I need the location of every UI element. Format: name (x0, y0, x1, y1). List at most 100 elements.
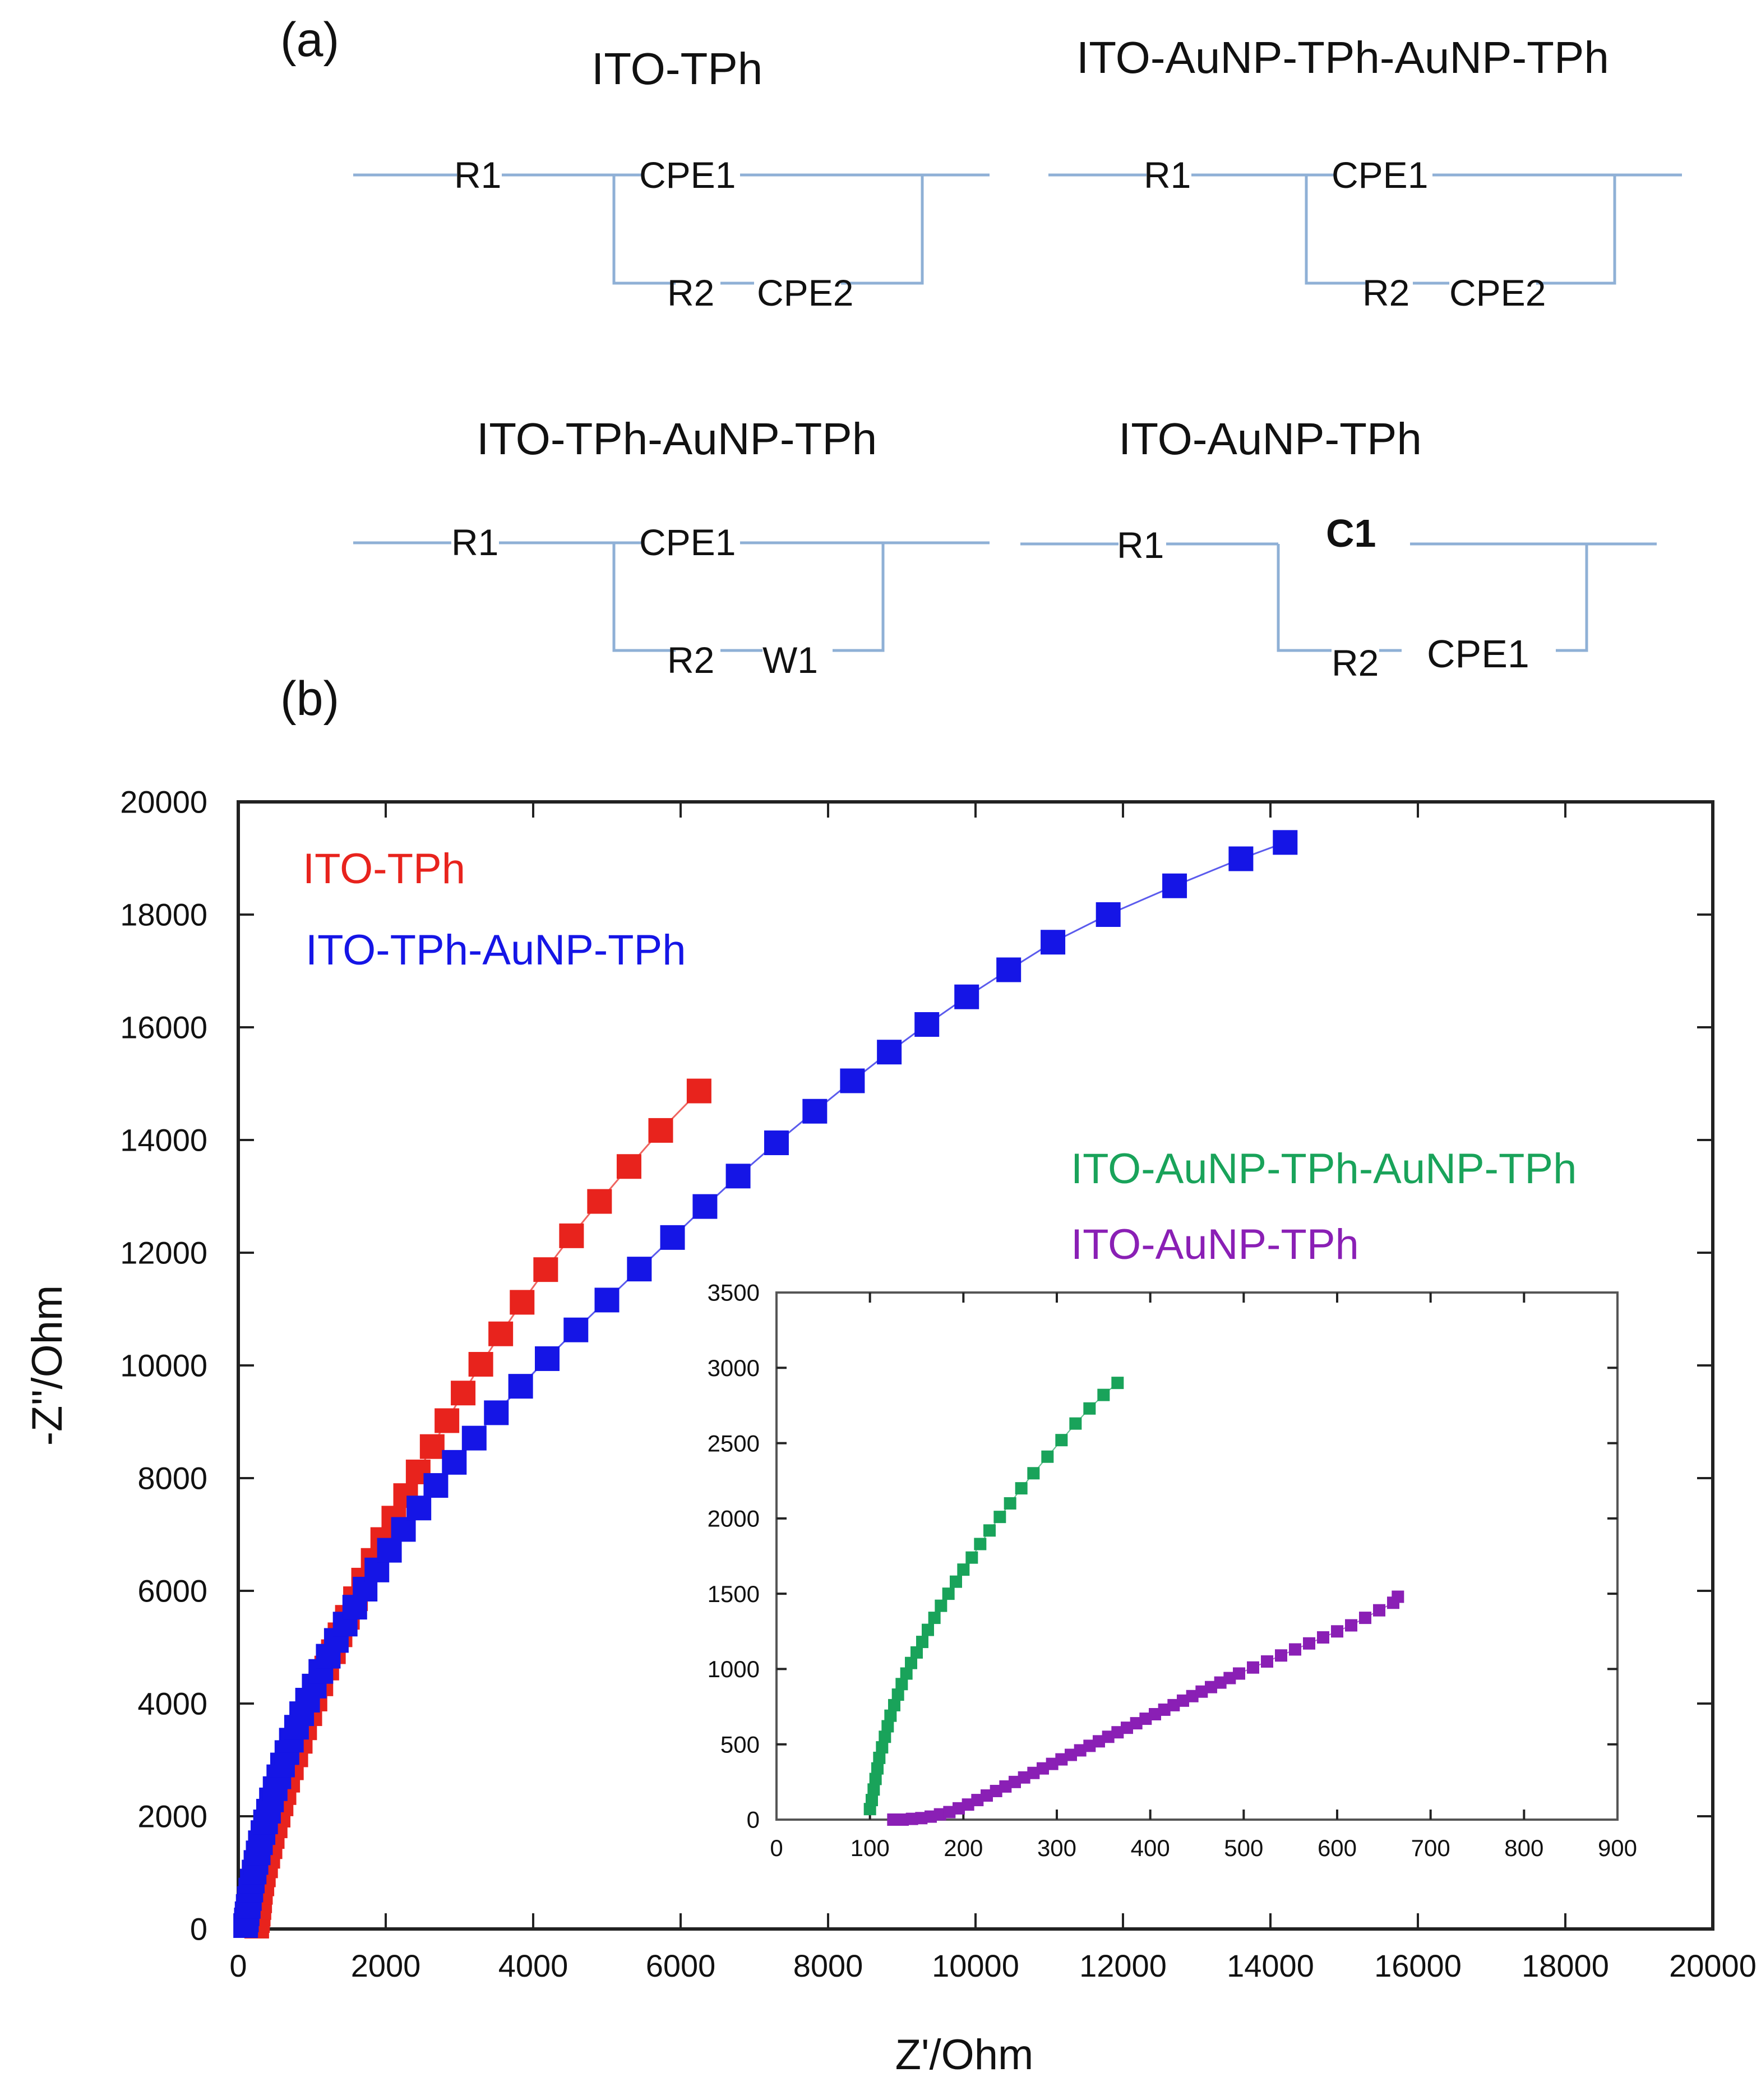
data-point (725, 1164, 751, 1189)
x-tick-label: 16000 (1374, 1948, 1462, 1983)
data-point (1167, 1699, 1180, 1711)
inset-plot-frame (775, 1291, 1619, 1821)
data-point (1041, 930, 1066, 955)
data-point (391, 1517, 416, 1542)
circuit-element-r2: R2 (1332, 642, 1379, 684)
legend-entry-ito-tph-aunp-tph: ITO-TPh-AuNP-TPh (306, 926, 686, 974)
data-point (1162, 873, 1187, 898)
main-chart: 0 2000 4000 6000 8000 10000 12000 14000 16000 180… (24, 784, 1757, 2079)
data-point (802, 1099, 828, 1124)
data-point (488, 1321, 514, 1346)
circuit-element-c1: C1 (1326, 511, 1376, 555)
data-point (1223, 1672, 1236, 1684)
data-point (1069, 1417, 1082, 1430)
data-point (419, 1434, 445, 1459)
circuit-wires (1048, 173, 1682, 285)
data-point (1149, 1708, 1161, 1720)
data-point (435, 1408, 460, 1433)
data-point (942, 1587, 955, 1600)
data-point (559, 1223, 584, 1248)
data-point (914, 1012, 940, 1037)
x-tick-label: 8000 (793, 1948, 863, 1983)
data-point (873, 1751, 886, 1764)
data-point (1065, 1748, 1077, 1761)
x-tick-label: 400 (1131, 1835, 1170, 1861)
data-point (1111, 1726, 1124, 1739)
data-point (1359, 1612, 1371, 1624)
data-point (648, 1118, 673, 1143)
data-point (943, 1806, 956, 1819)
circuit-element-r1: R1 (1117, 524, 1164, 566)
circuit-element-cpe1: CPE1 (1332, 154, 1428, 196)
data-point (563, 1317, 589, 1342)
panel-b: (b) 0 2000 4000 6000 8000 10000 12000 14000 1600… (24, 672, 1757, 2079)
legend: ITO-TPh ITO-TPh-AuNP-TPh ITO-AuNP-TPh-Au… (303, 845, 1577, 1268)
data-point (627, 1257, 652, 1282)
legend-entry-ito-aunp-tph-aunp-tph: ITO-AuNP-TPh-AuNP-TPh (1071, 1145, 1577, 1193)
data-point (1093, 1735, 1105, 1748)
series-ito-aunp-tph-aunp-tph (863, 1377, 1124, 1816)
data-point (442, 1450, 467, 1475)
data-point (1214, 1676, 1227, 1689)
data-point (965, 1551, 978, 1564)
data-point (1247, 1661, 1259, 1674)
data-point (1074, 1744, 1087, 1757)
data-point (840, 1068, 865, 1093)
data-point (587, 1189, 612, 1214)
main-x-axis-label: Z'/Ohm (895, 2031, 1034, 2079)
data-point (867, 1783, 880, 1796)
data-point (1233, 1667, 1245, 1680)
data-point (869, 1773, 882, 1785)
data-point (1018, 1771, 1030, 1784)
circuit-element-r2: R2 (1362, 272, 1409, 313)
data-point (1102, 1730, 1115, 1743)
data-point (884, 1709, 897, 1722)
data-point (377, 1538, 402, 1563)
data-point (905, 1812, 918, 1825)
data-point (1097, 1388, 1110, 1401)
y-tick-label: 0 (747, 1807, 760, 1833)
data-point (881, 1720, 894, 1733)
y-tick-label: 1000 (708, 1656, 760, 1682)
circuit-element-r2: R2 (667, 272, 714, 313)
data-point (957, 1563, 970, 1576)
data-point (1205, 1681, 1217, 1693)
x-tick-label: 300 (1037, 1835, 1076, 1861)
x-tick-label: 10000 (932, 1948, 1019, 1983)
y-tick-label: 20000 (120, 784, 207, 820)
data-point (950, 1575, 962, 1588)
data-point (1083, 1739, 1096, 1752)
series-ito-aunp-tph (887, 1590, 1404, 1826)
panel-a: (a) ITO-TPh R1 CPE1 R2 CPE2 ITO-AuNP-TPh… (280, 13, 1682, 684)
y-tick-label: 4000 (137, 1686, 207, 1721)
y-tick-label: 2500 (708, 1430, 760, 1456)
y-tick-label: 1500 (708, 1581, 760, 1607)
circuit-ito-aunp-tph: ITO-AuNP-TPh R1 C1 R2 CPE1 (1020, 414, 1657, 684)
data-point (962, 1798, 974, 1811)
data-point (983, 1524, 996, 1537)
data-point (1041, 1450, 1054, 1463)
data-point (928, 1612, 941, 1624)
circuit-ito-aunp-tph-aunp-tph: ITO-AuNP-TPh-AuNP-TPh R1 CPE1 R2 CPE2 (1048, 33, 1682, 313)
circuit-title: ITO-TPh-AuNP-TPh (477, 414, 877, 464)
circuit-element-cpe1: CPE1 (1427, 632, 1529, 676)
x-tick-label: 12000 (1079, 1948, 1167, 1983)
data-point (925, 1810, 937, 1823)
legend-entry-ito-tph: ITO-TPh (303, 845, 465, 893)
panel-a-label: (a) (280, 13, 339, 67)
circuit-ito-tph: ITO-TPh R1 CPE1 R2 CPE2 (353, 44, 990, 313)
data-point (1083, 1402, 1096, 1415)
data-point (1121, 1721, 1133, 1734)
y-tick-label: 0 (190, 1912, 207, 1947)
circuit-title: ITO-AuNP-TPh-AuNP-TPh (1076, 33, 1609, 82)
circuit-ito-tph-aunp-tph: ITO-TPh-AuNP-TPh R1 CPE1 R2 W1 (353, 414, 990, 681)
circuit-element-r1: R1 (451, 521, 498, 563)
y-tick-label: 12000 (120, 1235, 207, 1271)
circuit-wires (353, 541, 990, 652)
data-point (888, 1699, 900, 1711)
data-point (451, 1381, 476, 1406)
data-point (974, 1538, 987, 1550)
data-point (1317, 1631, 1329, 1644)
y-tick-label: 2000 (137, 1799, 207, 1834)
data-point (484, 1400, 509, 1425)
